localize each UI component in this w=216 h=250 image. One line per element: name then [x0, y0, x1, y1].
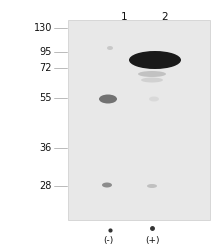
Text: 36: 36 [40, 143, 52, 153]
Ellipse shape [99, 94, 117, 104]
Ellipse shape [102, 182, 112, 188]
Ellipse shape [129, 51, 181, 69]
Text: 72: 72 [40, 63, 52, 73]
Ellipse shape [107, 46, 113, 50]
Text: 55: 55 [40, 93, 52, 103]
Text: 130: 130 [34, 23, 52, 33]
Text: 28: 28 [40, 181, 52, 191]
Bar [68, 20, 210, 220]
Text: (+): (+) [146, 236, 160, 246]
Ellipse shape [141, 78, 163, 82]
Text: 1: 1 [121, 12, 127, 22]
Text: 2: 2 [161, 12, 167, 22]
Text: 95: 95 [40, 47, 52, 57]
Ellipse shape [147, 184, 157, 188]
Text: (-): (-) [103, 236, 113, 246]
Ellipse shape [138, 71, 166, 77]
Ellipse shape [149, 96, 159, 102]
